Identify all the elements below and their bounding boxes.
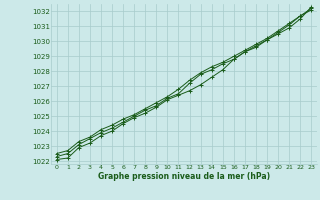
X-axis label: Graphe pression niveau de la mer (hPa): Graphe pression niveau de la mer (hPa) bbox=[98, 172, 270, 181]
